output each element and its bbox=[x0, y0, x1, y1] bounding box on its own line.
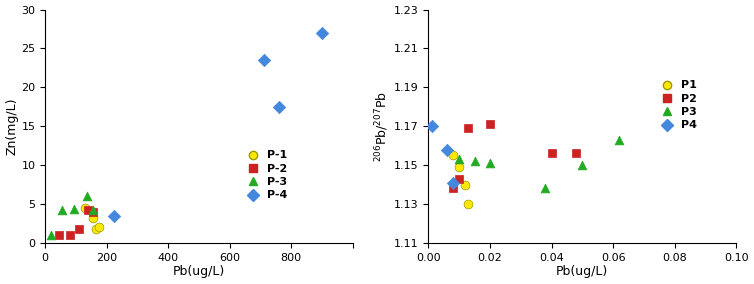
Point bbox=[546, 151, 558, 156]
Point bbox=[462, 126, 474, 130]
Point bbox=[87, 216, 99, 220]
Point bbox=[90, 227, 102, 231]
Point bbox=[53, 233, 65, 237]
Point bbox=[69, 207, 81, 212]
Point bbox=[87, 208, 99, 212]
Point bbox=[453, 165, 465, 169]
Point bbox=[539, 186, 551, 191]
Y-axis label: $^{206}$Pb/$^{207}$Pb: $^{206}$Pb/$^{207}$Pb bbox=[374, 91, 391, 162]
Point bbox=[447, 186, 459, 191]
X-axis label: Pb(ug/L): Pb(ug/L) bbox=[173, 266, 225, 278]
Point bbox=[273, 105, 285, 109]
Point bbox=[109, 214, 121, 218]
Point bbox=[258, 58, 270, 62]
Y-axis label: Zn(mg/L): Zn(mg/L) bbox=[5, 97, 19, 155]
Point bbox=[93, 225, 105, 230]
X-axis label: Pb(ug/L): Pb(ug/L) bbox=[556, 266, 608, 278]
Point bbox=[87, 210, 99, 214]
Point bbox=[44, 233, 57, 237]
Point bbox=[570, 151, 582, 156]
Point bbox=[425, 124, 437, 129]
Point bbox=[469, 159, 481, 164]
Point bbox=[316, 31, 328, 35]
Point bbox=[484, 161, 496, 166]
Point bbox=[447, 180, 459, 185]
Point bbox=[79, 206, 91, 210]
Legend: P-1, P-2, P-3, P-4: P-1, P-2, P-3, P-4 bbox=[241, 151, 287, 201]
Point bbox=[64, 233, 76, 237]
Point bbox=[484, 122, 496, 127]
Point bbox=[462, 202, 474, 206]
Point bbox=[56, 208, 68, 212]
Point bbox=[576, 163, 588, 168]
Point bbox=[613, 137, 625, 142]
Point bbox=[81, 194, 93, 199]
Point bbox=[453, 176, 465, 181]
Point bbox=[441, 147, 453, 152]
Point bbox=[447, 153, 459, 158]
Point bbox=[73, 227, 85, 231]
Point bbox=[453, 157, 465, 162]
Point bbox=[82, 208, 94, 212]
Point bbox=[459, 182, 471, 187]
Legend: P1, P2, P3, P4: P1, P2, P3, P4 bbox=[655, 80, 697, 130]
